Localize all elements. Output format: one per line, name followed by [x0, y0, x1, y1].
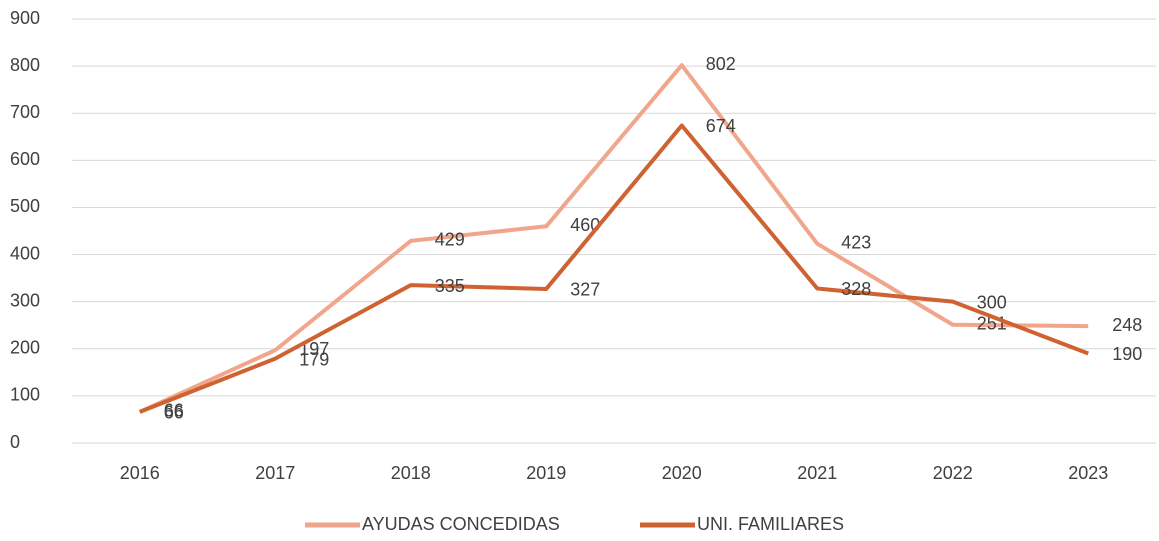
legend-label: UNI. FAMILIARES — [697, 514, 844, 534]
data-label: 248 — [1112, 315, 1142, 335]
data-label: 179 — [299, 349, 329, 369]
x-tick-label: 2020 — [662, 463, 702, 483]
legend-label: AYUDAS CONCEDIDAS — [362, 514, 560, 534]
x-tick-label: 2023 — [1068, 463, 1108, 483]
y-tick-label: 600 — [10, 149, 40, 169]
y-tick-label: 500 — [10, 196, 40, 216]
x-tick-label: 2022 — [933, 463, 973, 483]
series-line — [139, 123, 1089, 414]
data-label: 327 — [570, 280, 600, 300]
y-tick-label: 300 — [10, 290, 40, 310]
x-tick-label: 2018 — [391, 463, 431, 483]
y-tick-label: 400 — [10, 243, 40, 263]
y-tick-label: 800 — [10, 55, 40, 75]
data-label: 66 — [164, 403, 184, 423]
x-tick-label: 2021 — [797, 463, 837, 483]
y-tick-label: 100 — [10, 385, 40, 405]
data-label: 300 — [977, 292, 1007, 312]
data-label: 197 — [299, 339, 329, 359]
data-label: 674 — [706, 116, 736, 136]
y-tick-label: 0 — [10, 432, 20, 452]
x-tick-label: 2019 — [526, 463, 566, 483]
y-tick-label: 700 — [10, 102, 40, 122]
data-label: 802 — [706, 54, 736, 74]
y-tick-label: 200 — [10, 338, 40, 358]
data-label: 423 — [841, 232, 871, 252]
data-label: 66 — [164, 401, 184, 421]
data-label: 190 — [1112, 344, 1142, 364]
data-label: 328 — [841, 279, 871, 299]
data-label: 429 — [435, 230, 465, 250]
x-tick-label: 2017 — [255, 463, 295, 483]
y-tick-label: 900 — [10, 8, 40, 28]
series-line — [138, 63, 1089, 414]
x-tick-label: 2016 — [120, 463, 160, 483]
data-label: 335 — [435, 276, 465, 296]
